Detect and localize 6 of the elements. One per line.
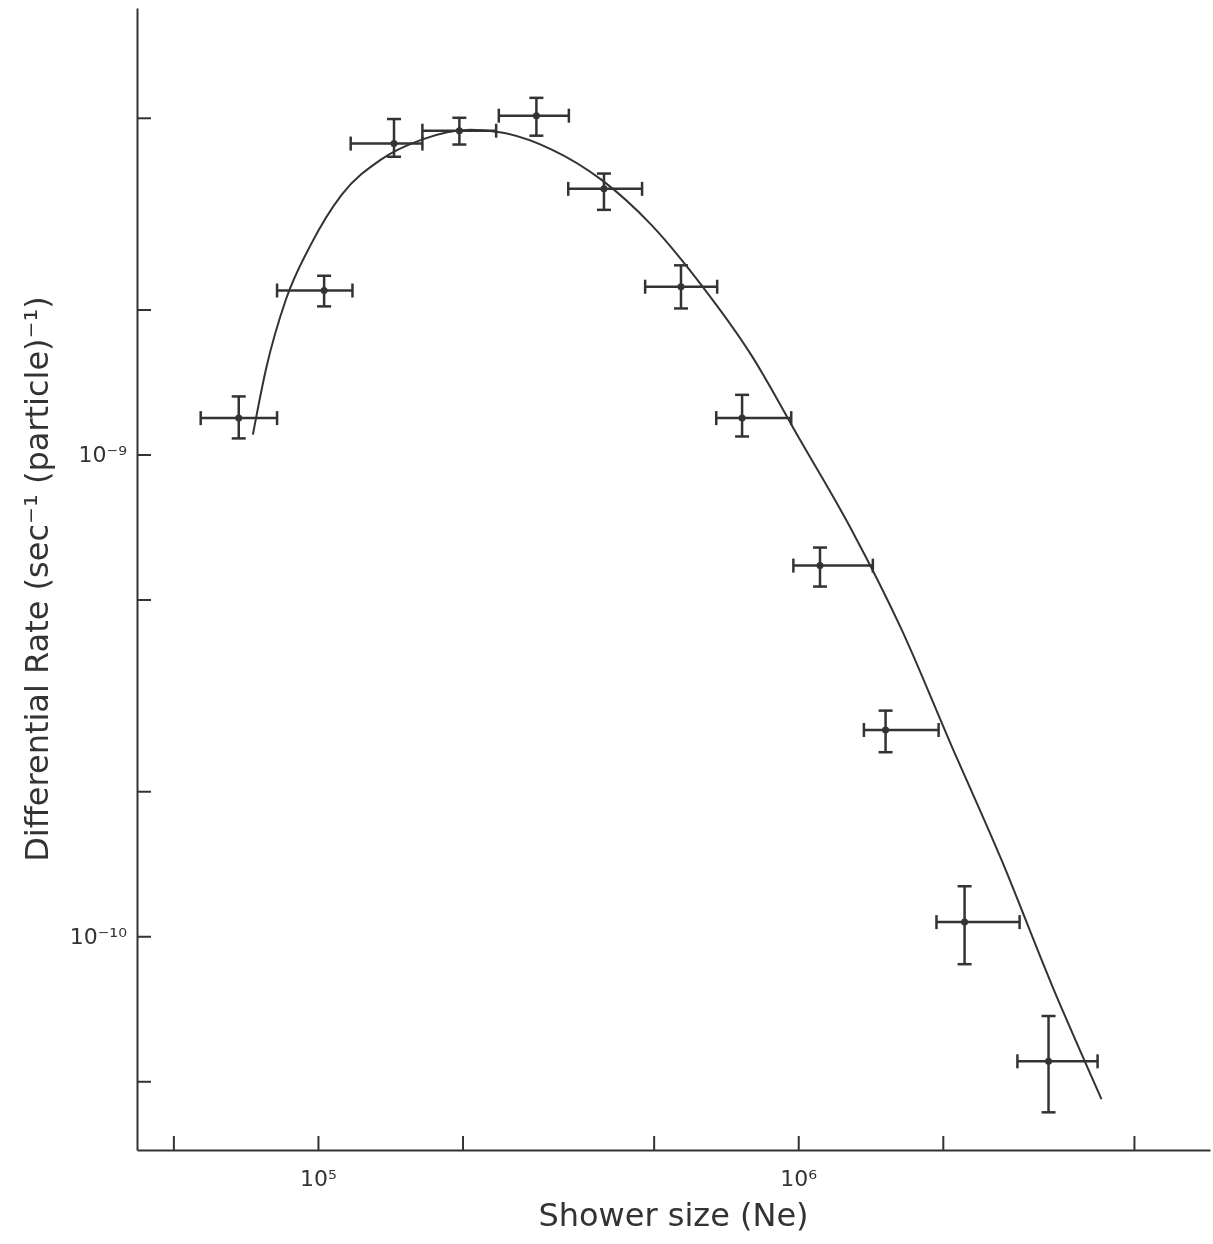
x-tick-label: 10⁵ [300,1165,337,1191]
y-axis-title: Differential Rate (sec⁻¹ (particle)⁻¹) [18,296,56,862]
x-tick-label: 10⁶ [780,1165,818,1191]
x-axis-title: Shower size (Ne) [538,1196,809,1234]
y-tick-label: 10⁻⁹ [78,442,127,468]
y-tick-label: 10⁻¹⁰ [69,923,128,949]
